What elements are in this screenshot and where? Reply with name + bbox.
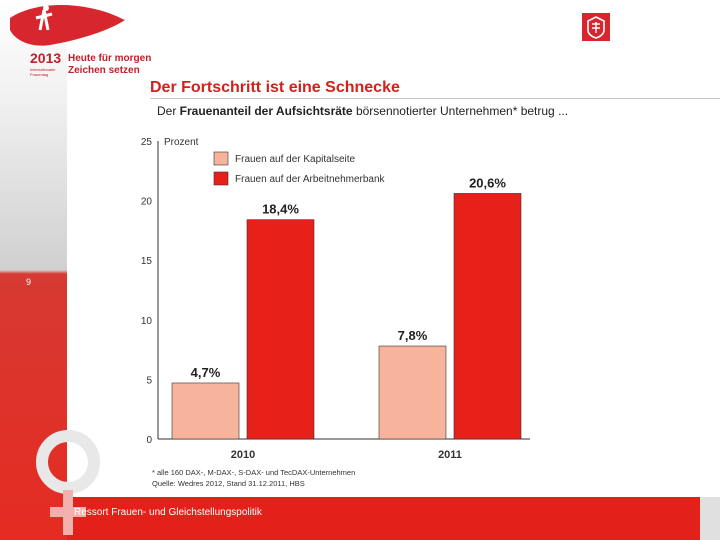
legend-label: Frauen auf der Kapitalseite [235,154,356,165]
event-logo: 2013 Heute für morgen Zeichen setzen Int… [0,0,160,80]
legend-label: Frauen auf der Arbeitnehmerbank [235,174,386,185]
y-tick-label: 5 [146,375,152,386]
slide-title: Der Fortschritt ist eine Schnecke [150,79,400,96]
bar-chart: 0 5 10 15 20 25 Prozent 2010 2011 * alle 160 DAX-… [141,137,530,488]
y-tick-label: 15 [141,256,153,267]
bar-2010-series-1 [246,219,315,440]
union-logo-icon [582,13,610,41]
data-label: 7,8% [398,328,428,343]
x-tick-label: 2011 [438,449,462,461]
y-tick-label: 0 [146,435,152,446]
page-number: 9 [26,277,32,287]
chart-legend: Frauen auf der Kapitalseite Frauen auf de… [213,151,386,186]
subtitle-prefix: Der [157,104,180,118]
subtitle-suffix: börsennotierter Unternehmen* betrug ... [352,104,569,118]
legend-swatch [213,171,229,186]
logo-figure-head [43,5,49,11]
bar-2011-series-1 [453,193,522,440]
subtitle-bold: Frauenanteil der Aufsichtsräte [179,104,353,118]
y-tick-label: 25 [141,137,153,148]
logo-swoosh [10,5,125,46]
venus-symbol-icon [36,430,100,535]
chart-bars: 4,7% 18,4% 7,8% 20,6% [171,175,522,440]
y-tick-label: 20 [141,197,153,208]
bar-2010-series-0 [171,382,240,440]
title-divider [150,98,720,99]
y-axis-label: Prozent [164,137,199,148]
chart-footnote: * alle 160 DAX-, M-DAX-, S-DAX- und TecD… [152,468,355,477]
chart-source: Quelle: Wedres 2012, Stand 31.12.2011, H… [152,479,305,488]
y-tick-label: 10 [141,316,153,327]
bar-2011-series-0 [378,345,447,440]
data-label: 20,6% [469,175,506,190]
data-label: 18,4% [262,202,299,217]
x-tick-label: 2010 [231,449,255,461]
bottom-band [67,497,700,540]
logo-tagline-1: Heute für morgen [68,53,152,64]
data-label: 4,7% [191,365,221,380]
legend-swatch [213,151,229,166]
bottom-right-block [700,497,720,540]
left-band [0,0,67,540]
logo-caption: Internationaler Frauentag [30,67,56,77]
event-logo-graphic [10,5,125,46]
footer-text: Ressort Frauen- und Gleichstellungspolit… [74,507,262,518]
slide-subtitle: Der Frauenanteil der Aufsichtsräte börse… [157,104,568,118]
logo-tagline-2: Zeichen setzen [68,65,140,76]
logo-year: 2013 [30,50,62,66]
